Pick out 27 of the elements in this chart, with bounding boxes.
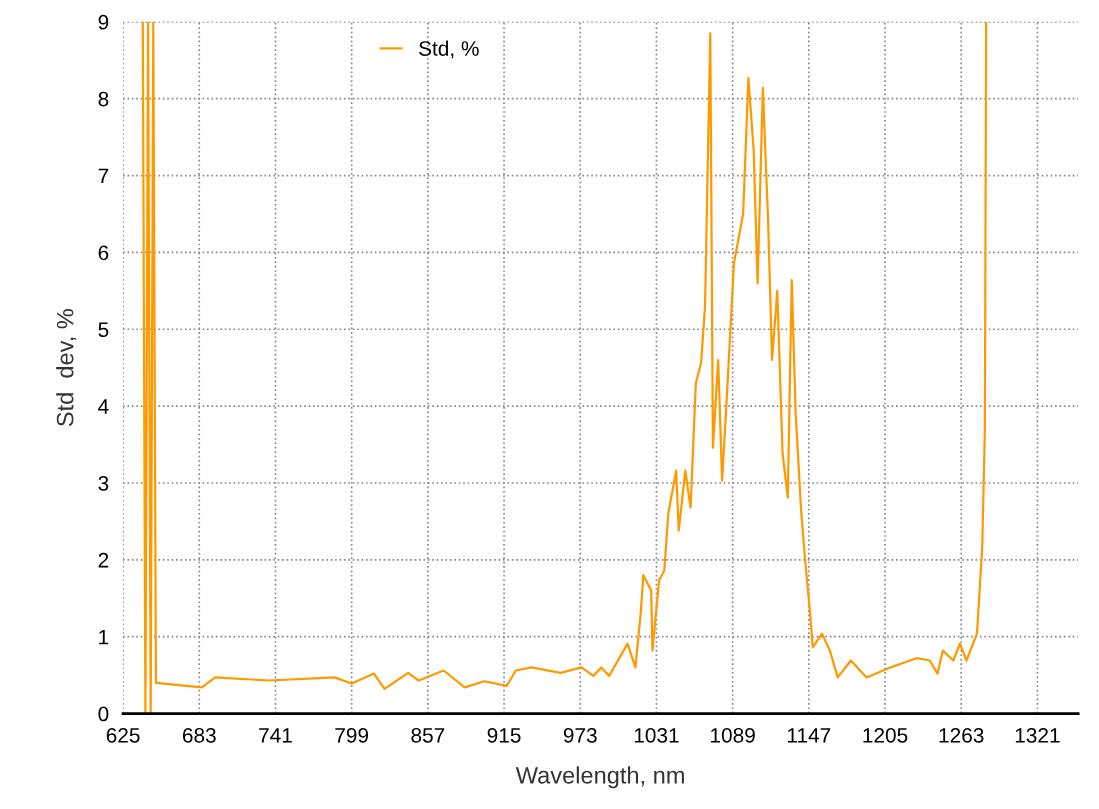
y-tick-label: 3 bbox=[98, 475, 109, 491]
y-tick-label: 4 bbox=[98, 399, 109, 414]
x-tick-label: 741 bbox=[259, 728, 292, 743]
x-tick-label: 857 bbox=[411, 727, 445, 743]
x-axis-title: Wavelength, nm bbox=[515, 766, 684, 789]
x-tick-label: 1031 bbox=[634, 727, 679, 743]
x-tick-label: 1089 bbox=[711, 727, 755, 743]
x-tick-label: 1263 bbox=[939, 727, 984, 743]
y-tick-label: 2 bbox=[98, 552, 109, 568]
x-tick-label: 1147 bbox=[788, 728, 831, 743]
x-tick-label: 683 bbox=[182, 727, 216, 743]
x-tick-label: 625 bbox=[106, 727, 140, 743]
y-tick-label: 6 bbox=[98, 245, 109, 261]
x-tick-label: 973 bbox=[563, 727, 597, 743]
x-tick-label: 915 bbox=[487, 727, 521, 743]
y-tick-label: 5 bbox=[98, 322, 109, 338]
x-tick-label: 1205 bbox=[863, 727, 908, 743]
line-series bbox=[141, 21, 988, 714]
y-tick-label: 8 bbox=[98, 91, 109, 107]
x-tick-label: 1321 bbox=[1015, 727, 1060, 743]
y-tick-label: 0 bbox=[98, 706, 109, 722]
y-tick-label: 9 bbox=[98, 14, 109, 30]
y-tick-label: 1 bbox=[99, 629, 109, 645]
legend-label: Std, % bbox=[419, 40, 479, 59]
y-tick-label: 7 bbox=[98, 168, 109, 184]
x-tick-label: 799 bbox=[335, 727, 369, 743]
y-axis-title: Std dev, % bbox=[56, 309, 77, 427]
